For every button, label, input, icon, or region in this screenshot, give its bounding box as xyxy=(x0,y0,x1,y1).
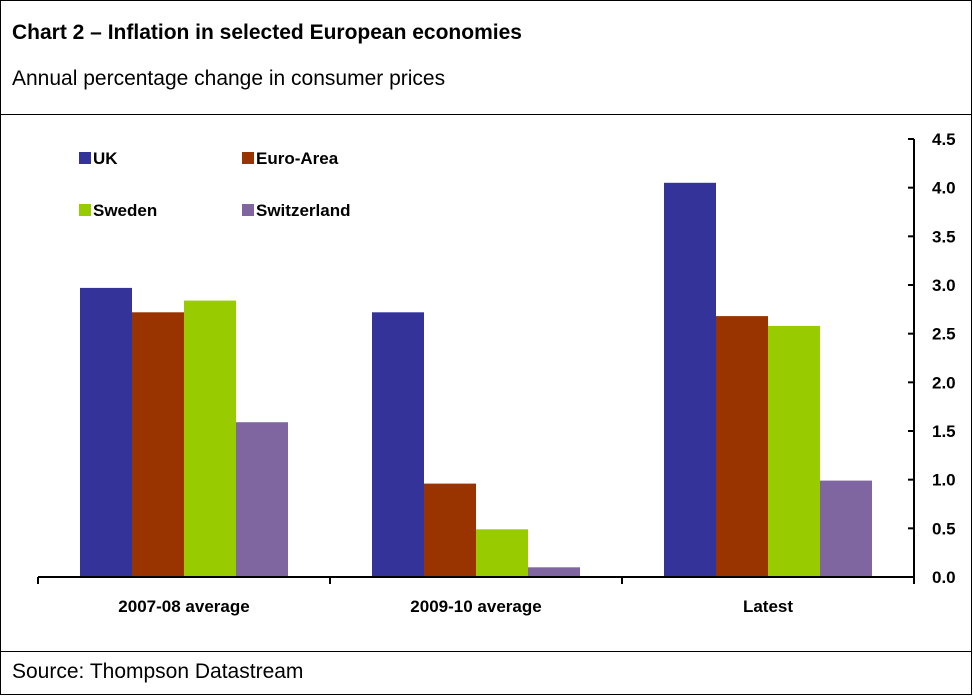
y-tick-label: 0.5 xyxy=(932,519,956,538)
chart-header: Chart 2 – Inflation in selected European… xyxy=(1,1,972,115)
bar-euro-area-1 xyxy=(132,312,184,577)
y-tick-label: 0.0 xyxy=(932,568,956,587)
bar-euro-area-2 xyxy=(424,483,476,577)
y-tick-label: 4.5 xyxy=(932,130,956,149)
source-note: Source: Thompson Datastream xyxy=(12,660,304,683)
y-tick-label: 3.5 xyxy=(932,227,956,246)
y-tick-label: 3.0 xyxy=(932,276,956,295)
legend-swatch xyxy=(79,204,91,216)
legend-label: Sweden xyxy=(93,201,157,220)
bar-euro-area-3 xyxy=(716,316,768,577)
legend-swatch xyxy=(79,152,91,164)
x-tick-label: Latest xyxy=(743,597,793,616)
x-tick-label: 2009-10 average xyxy=(410,597,541,616)
bar-sweden-3 xyxy=(768,325,820,577)
bar-switzerland-2 xyxy=(528,567,580,577)
chart-footer: Source: Thompson Datastream xyxy=(1,651,972,695)
chart-title: Chart 2 – Inflation in selected European… xyxy=(12,21,522,44)
legend-label: UK xyxy=(93,149,118,168)
y-tick-label: 1.5 xyxy=(932,422,956,441)
legend-swatch xyxy=(242,204,254,216)
bar-switzerland-3 xyxy=(820,480,872,577)
chart-subtitle: Annual percentage change in consumer pri… xyxy=(12,67,446,90)
y-tick-label: 2.5 xyxy=(932,325,956,344)
bar-uk-2 xyxy=(372,312,424,577)
bar-sweden-2 xyxy=(476,529,528,577)
bar-chart: 2007-08 average 2009-10 average Latest 0.0 0… xyxy=(37,130,956,616)
legend-swatch xyxy=(242,152,254,164)
y-tick-label: 1.0 xyxy=(932,471,956,490)
x-tick-label: 2007-08 average xyxy=(118,597,249,616)
y-tick-label: 2.0 xyxy=(932,373,956,392)
legend-label: Switzerland xyxy=(256,201,350,220)
bar-switzerland-1 xyxy=(236,422,288,577)
legend-label: Euro-Area xyxy=(256,149,339,168)
bar-uk-3 xyxy=(664,182,716,578)
bar-uk-1 xyxy=(80,287,132,577)
bar-sweden-1 xyxy=(184,300,236,577)
y-tick-label: 4.0 xyxy=(932,179,956,198)
